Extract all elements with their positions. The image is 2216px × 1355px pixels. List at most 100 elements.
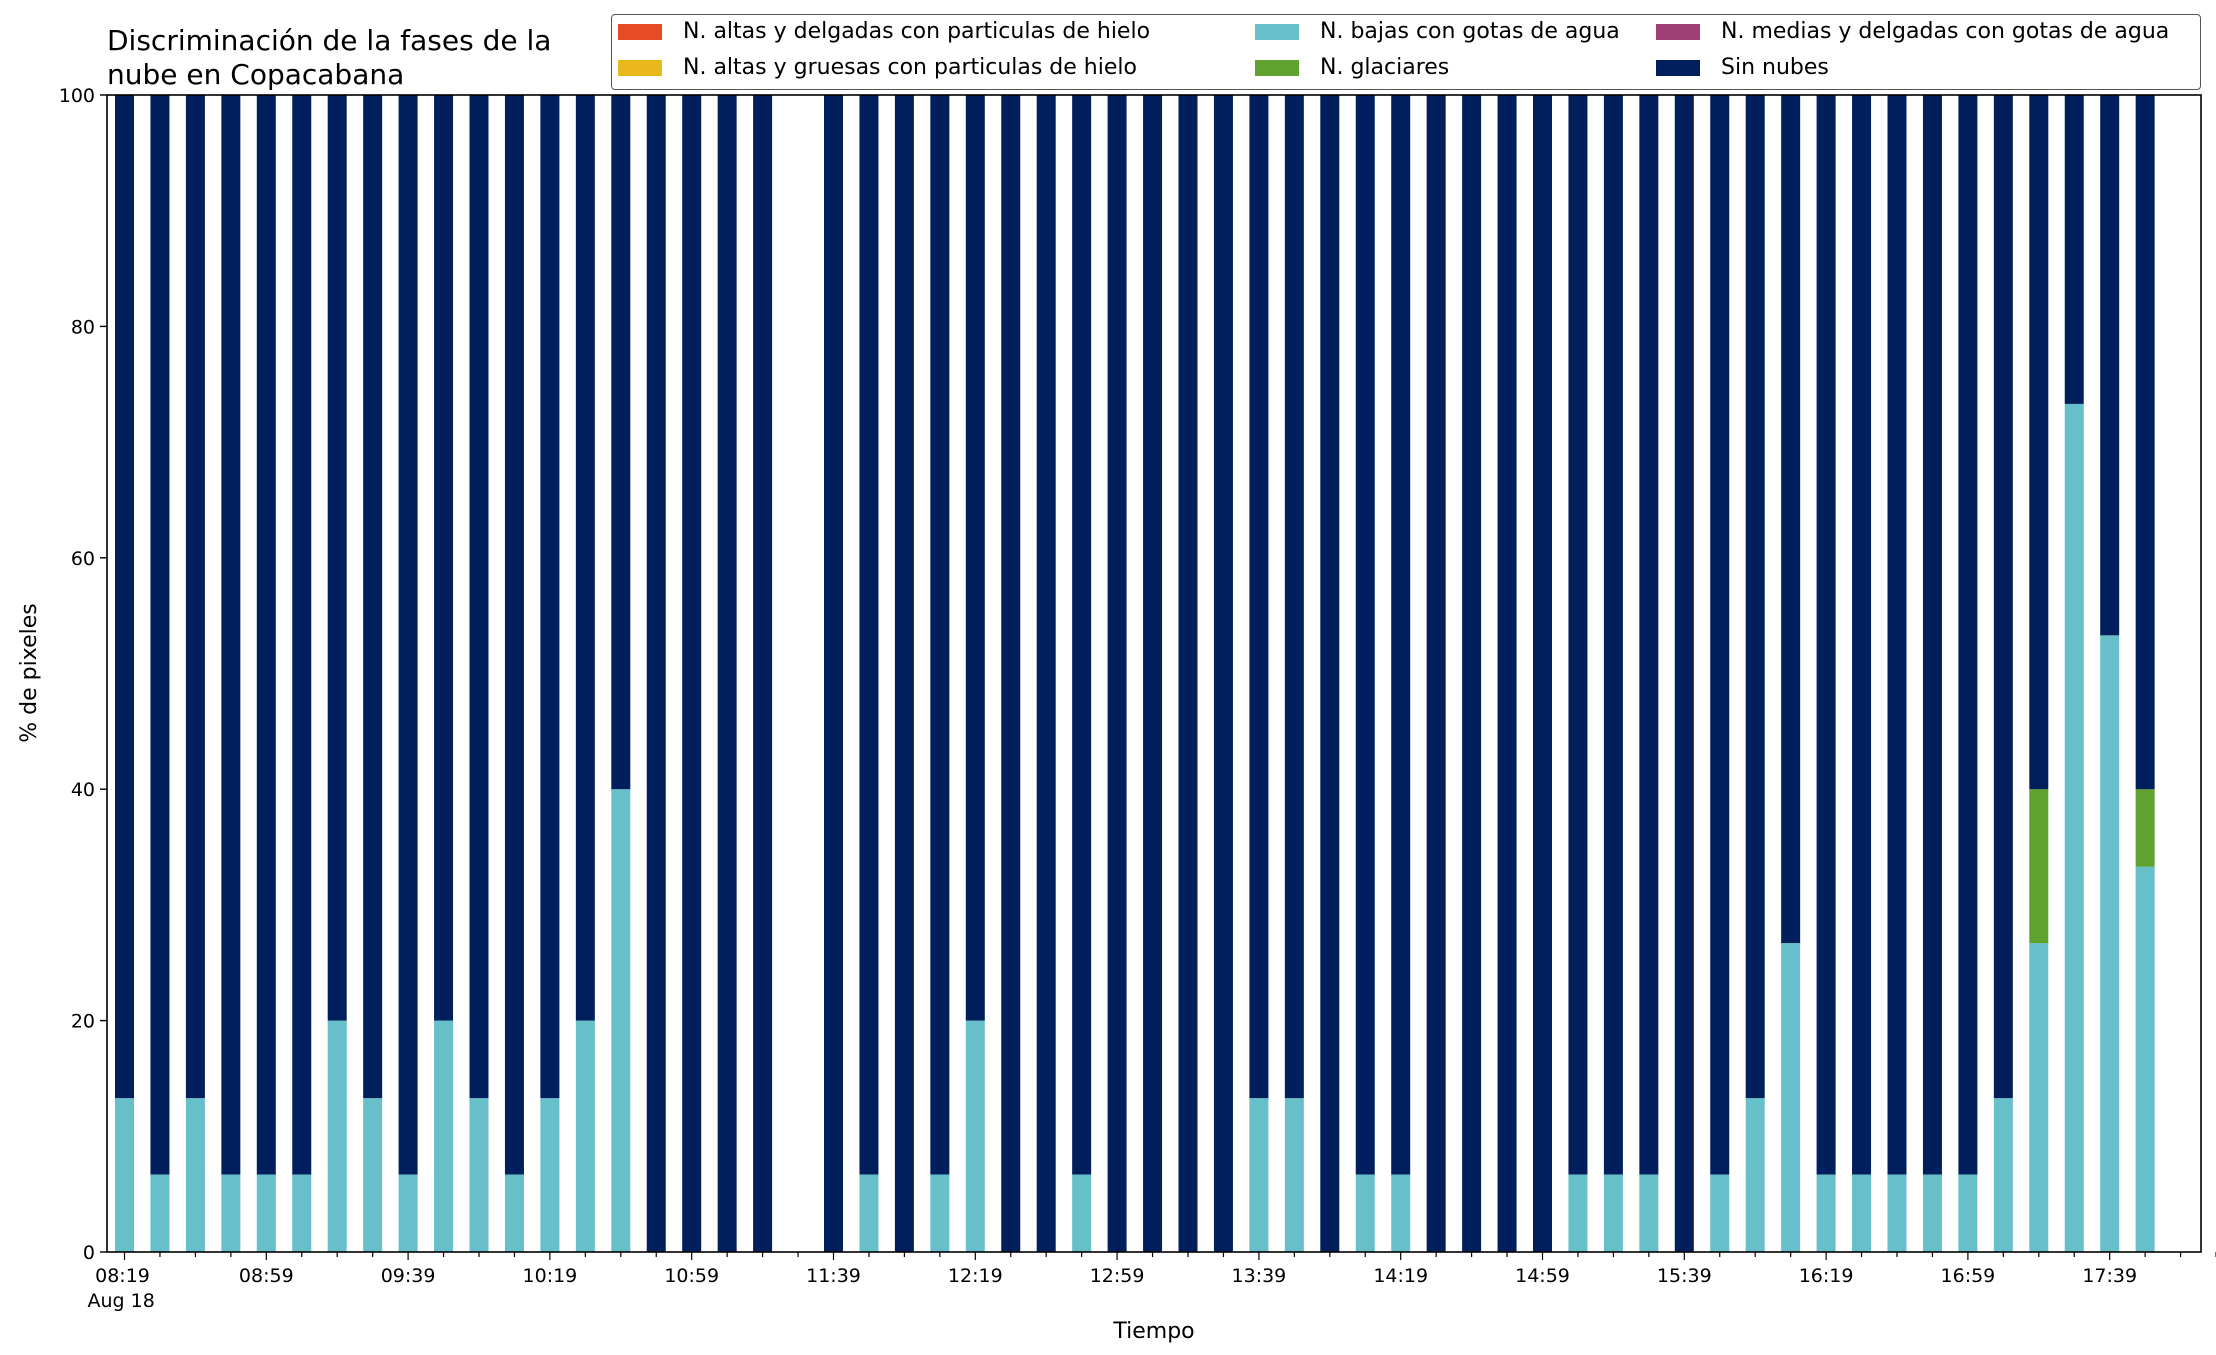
bar-segment-6-46 bbox=[1710, 95, 1730, 1175]
bar-segment-3-58 bbox=[2135, 866, 2155, 1252]
y-axis: 0 20 40 60 80 100 bbox=[59, 85, 107, 1264]
bar-segment-6-36 bbox=[1355, 95, 1375, 1175]
bar-segment-6-57 bbox=[2100, 95, 2120, 636]
x-tick-label-11: 14:59 bbox=[1515, 1265, 1570, 1287]
x-tick-label-6: 11:39 bbox=[806, 1265, 861, 1287]
bar-segment-3-15 bbox=[611, 789, 631, 1252]
chart-title: Discriminación de la fases de la nube en… bbox=[107, 24, 551, 92]
bar-segment-3-51 bbox=[1887, 1174, 1907, 1252]
legend-label-5: N. medias y delgadas con gotas de agua bbox=[1721, 19, 2170, 44]
bar-segment-4-58 bbox=[2135, 789, 2155, 867]
bar-segment-6-11 bbox=[469, 95, 489, 1099]
x-tick-label-3: 09:39 bbox=[381, 1265, 436, 1287]
bars-layer bbox=[115, 95, 2155, 1252]
bar-segment-6-6 bbox=[292, 95, 312, 1175]
bar-segment-6-34 bbox=[1284, 95, 1304, 1099]
y-tick-label-4: 60 bbox=[71, 548, 95, 570]
legend-swatch-5 bbox=[1656, 23, 1700, 40]
bar-segment-6-37 bbox=[1391, 95, 1411, 1175]
bar-segment-6-12 bbox=[504, 95, 524, 1175]
bar-segment-6-14 bbox=[575, 95, 595, 1021]
legend-item-1: N. altas y delgadas con particulas de hi… bbox=[618, 19, 1150, 44]
bar-segment-3-8 bbox=[363, 1098, 383, 1252]
bar-segment-3-48 bbox=[1781, 943, 1801, 1252]
y-tick-label-2: 20 bbox=[71, 1011, 95, 1033]
bar-segment-6-35 bbox=[1320, 95, 1340, 1252]
legend-label-2: N. altas y gruesas con particulas de hie… bbox=[683, 55, 1137, 80]
bar-segment-3-13 bbox=[540, 1098, 560, 1252]
bar-segment-6-55 bbox=[2029, 95, 2049, 790]
bar-segment-3-55 bbox=[2029, 943, 2049, 1252]
bar-segment-3-4 bbox=[221, 1174, 241, 1252]
bar-segment-3-54 bbox=[1993, 1098, 2013, 1252]
chart-title-line-2: nube en Copacabana bbox=[107, 58, 405, 91]
legend-item-6: Sin nubes bbox=[1656, 55, 1829, 80]
bar-segment-3-33 bbox=[1249, 1098, 1269, 1252]
legend: N. altas y delgadas con particulas de hi… bbox=[611, 14, 2201, 90]
bar-segment-6-51 bbox=[1887, 95, 1907, 1175]
bar-segment-3-9 bbox=[398, 1174, 418, 1252]
bar-segment-3-36 bbox=[1355, 1174, 1375, 1252]
legend-label-6: Sin nubes bbox=[1721, 55, 1829, 80]
chart-title-line-1: Discriminación de la fases de la bbox=[107, 24, 552, 57]
bar-segment-3-6 bbox=[292, 1174, 312, 1252]
x-date-label: Aug 18 bbox=[88, 1290, 155, 1312]
bar-segment-6-25 bbox=[965, 95, 985, 1021]
legend-swatch-3 bbox=[1255, 23, 1299, 40]
bar-segment-3-11 bbox=[469, 1098, 489, 1252]
bar-segment-6-30 bbox=[1143, 95, 1163, 1252]
bar-segment-3-46 bbox=[1710, 1174, 1730, 1252]
plot-frame bbox=[106, 94, 2202, 1253]
x-tick-label-1: 08:19 bbox=[95, 1265, 150, 1287]
bar-segment-6-56 bbox=[2064, 95, 2084, 404]
y-tick-label-3: 40 bbox=[71, 779, 95, 801]
bar-segment-6-15 bbox=[611, 95, 631, 790]
legend-swatch-2 bbox=[618, 59, 662, 76]
x-tick-label-13: 16:19 bbox=[1799, 1265, 1854, 1287]
bar-segment-3-56 bbox=[2064, 403, 2084, 1252]
bar-segment-6-19 bbox=[753, 95, 773, 1252]
bar-segment-6-8 bbox=[363, 95, 383, 1099]
bar-segment-6-54 bbox=[1993, 95, 2013, 1099]
x-tick-label-8: 12:59 bbox=[1090, 1265, 1145, 1287]
bar-segment-6-10 bbox=[434, 95, 454, 1021]
legend-swatch-1 bbox=[618, 23, 662, 40]
bar-segment-6-18 bbox=[717, 95, 737, 1252]
bar-segment-3-47 bbox=[1745, 1098, 1765, 1252]
bar-segment-3-34 bbox=[1284, 1098, 1304, 1252]
legend-label-4: N. glaciares bbox=[1320, 55, 1450, 80]
x-tick-label-5: 10:59 bbox=[664, 1265, 719, 1287]
bar-segment-6-16 bbox=[646, 95, 666, 1252]
bar-segment-3-14 bbox=[575, 1020, 595, 1252]
bar-segment-6-42 bbox=[1568, 95, 1588, 1175]
bar-segment-3-28 bbox=[1072, 1174, 1092, 1252]
bar-segment-3-24 bbox=[930, 1174, 950, 1252]
y-tick-label-1: 0 bbox=[83, 1242, 95, 1264]
bar-segment-3-10 bbox=[434, 1020, 454, 1252]
x-tick-label-12: 15:39 bbox=[1657, 1265, 1712, 1287]
bar-segment-6-40 bbox=[1497, 95, 1517, 1252]
bar-segment-6-13 bbox=[540, 95, 560, 1099]
bar-segment-3-53 bbox=[1958, 1174, 1978, 1252]
x-tick-label-7: 12:19 bbox=[948, 1265, 1003, 1287]
x-axis-label: Tiempo bbox=[1112, 1319, 1194, 1344]
bar-segment-6-53 bbox=[1958, 95, 1978, 1175]
bar-segment-6-23 bbox=[894, 95, 914, 1252]
x-tick-label-15: 17:39 bbox=[2082, 1265, 2137, 1287]
bar-segment-3-5 bbox=[256, 1174, 276, 1252]
x-tick-label-14: 16:59 bbox=[1941, 1265, 1996, 1287]
y-tick-label-5: 80 bbox=[71, 316, 95, 338]
bar-segment-6-17 bbox=[682, 95, 702, 1252]
bar-segment-3-52 bbox=[1922, 1174, 1942, 1252]
bar-segment-6-48 bbox=[1781, 95, 1801, 944]
y-tick-label-6: 100 bbox=[59, 85, 95, 107]
bar-segment-6-44 bbox=[1639, 95, 1659, 1175]
bar-segment-6-41 bbox=[1533, 95, 1552, 1252]
bar-segment-4-55 bbox=[2029, 789, 2049, 944]
bar-segment-6-33 bbox=[1249, 95, 1269, 1099]
bar-segment-6-27 bbox=[1036, 95, 1056, 1252]
x-tick-label-2: 08:59 bbox=[239, 1265, 294, 1287]
legend-item-5: N. medias y delgadas con gotas de agua bbox=[1656, 19, 2169, 44]
bar-segment-6-9 bbox=[398, 95, 418, 1175]
bar-segment-3-49 bbox=[1816, 1174, 1836, 1252]
